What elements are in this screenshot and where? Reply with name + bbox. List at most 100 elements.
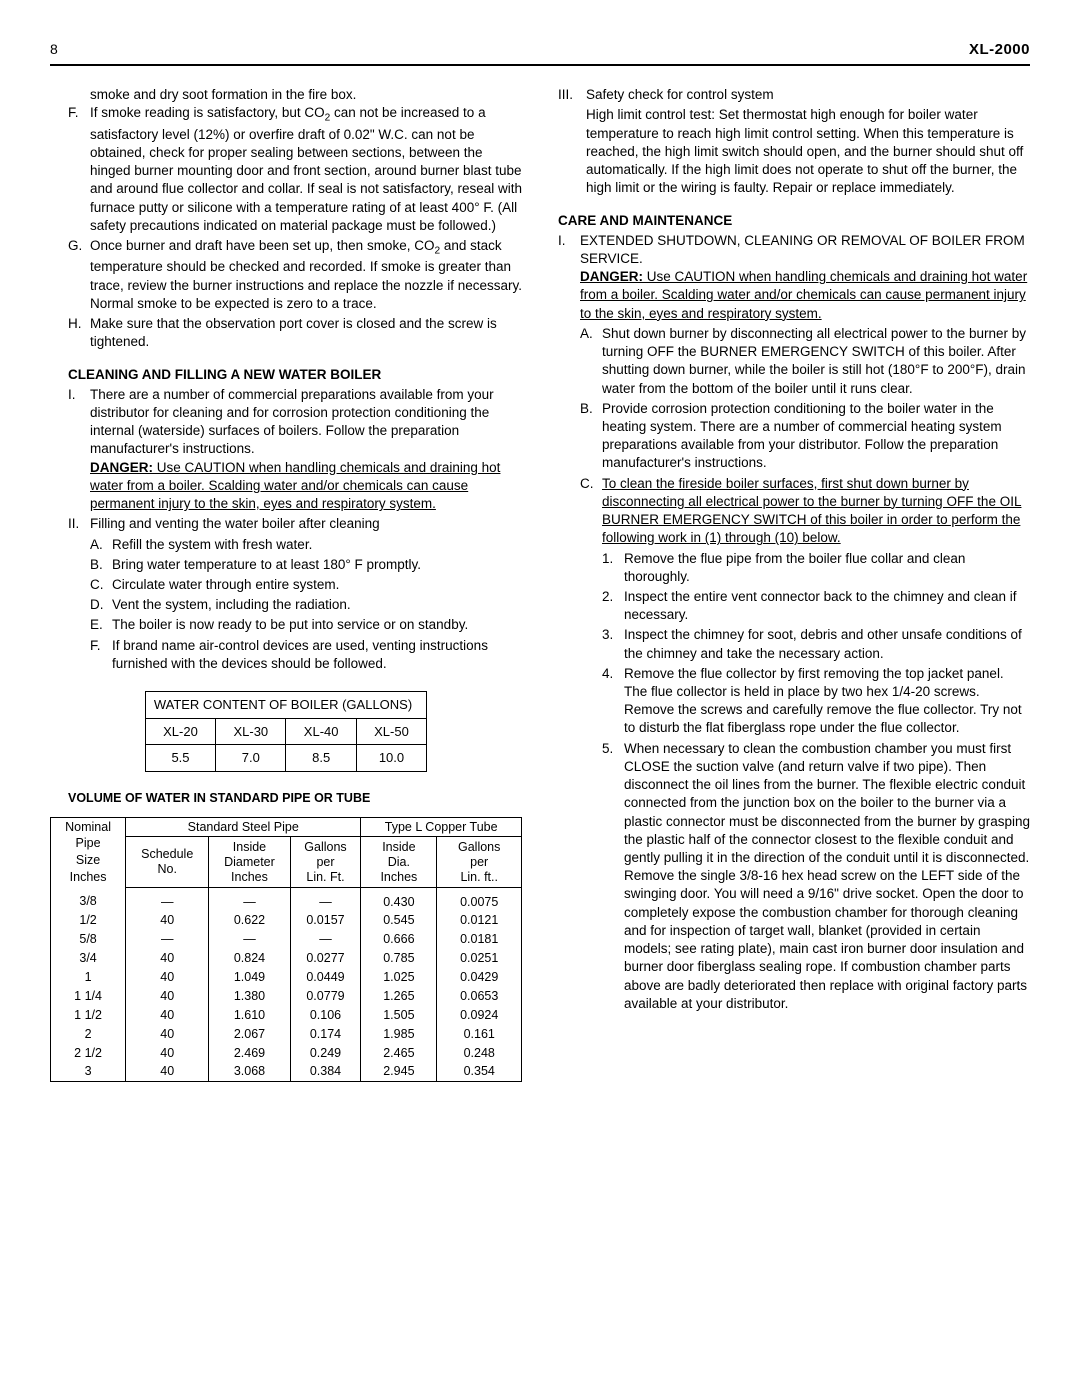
wc-h3: XL-50 — [356, 718, 426, 745]
wc-v0: 5.5 — [145, 745, 215, 772]
care-i: I. EXTENDED SHUTDOWN, CLEANING OR REMOVA… — [558, 232, 1030, 323]
vol-group-steel: Standard Steel Pipe — [126, 817, 361, 837]
danger-label-left: DANGER: — [90, 460, 153, 475]
wc-h2: XL-40 — [286, 718, 356, 745]
wc-v1: 7.0 — [216, 745, 286, 772]
vol-cell: 0.0121 — [437, 911, 522, 930]
text-ii-c: Circulate water through entire system. — [112, 576, 522, 594]
care-i-text: EXTENDED SHUTDOWN, CLEANING OR REMOVAL O… — [580, 232, 1030, 323]
danger-text-right: Use CAUTION when handling chemicals and … — [580, 269, 1027, 320]
vol-cell: 0.249 — [290, 1044, 361, 1063]
vol-cell: — — [290, 887, 361, 911]
care-c3: 3. Inspect the chimney for soot, debris … — [602, 626, 1030, 662]
left-column: smoke and dry soot formation in the fire… — [50, 86, 522, 1082]
item-e-continued: smoke and dry soot formation in the fire… — [90, 86, 522, 104]
text-ii-e: The boiler is now ready to be put into s… — [112, 616, 522, 634]
care-i-marker: I. — [558, 232, 580, 323]
item-ii-b: B. Bring water temperature to at least 1… — [90, 556, 522, 574]
vol-cell: 0.0429 — [437, 968, 522, 987]
vol-cell: — — [209, 887, 290, 911]
vol-cell: 0.666 — [361, 930, 437, 949]
marker-iii: III. — [558, 86, 586, 104]
care-b: B. Provide corrosion protection conditio… — [580, 400, 1030, 473]
vol-col-inside-copper: InsideDia.Inches — [361, 837, 437, 887]
marker-ii-c: C. — [90, 576, 112, 594]
volume-table: NominalPipeSizeInches Standard Steel Pip… — [50, 817, 522, 1083]
wc-title: WATER CONTENT OF BOILER (GALLONS) — [145, 692, 426, 719]
vol-cell: 0.545 — [361, 911, 437, 930]
text-ii-b: Bring water temperature to at least 180°… — [112, 556, 522, 574]
text-i: There are a number of commercial prepara… — [90, 386, 522, 514]
vol-row: 2402.0670.1741.9850.161 — [51, 1025, 522, 1044]
care-c5-text: When necessary to clean the combustion c… — [624, 740, 1030, 1013]
model-label: XL-2000 — [969, 40, 1030, 60]
vol-row: 1401.0490.04491.0250.0429 — [51, 968, 522, 987]
i-intro: There are a number of commercial prepara… — [90, 387, 494, 457]
care-c1-marker: 1. — [602, 550, 624, 586]
wc-v2: 8.5 — [286, 745, 356, 772]
marker-ii: II. — [68, 515, 90, 533]
care-a-text: Shut down burner by disconnecting all el… — [602, 325, 1030, 398]
vol-cell: 0.0075 — [437, 887, 522, 911]
marker-f: F. — [68, 104, 90, 235]
care-c1-text: Remove the flue pipe from the boiler flu… — [624, 550, 1030, 586]
vol-cell: 2 — [51, 1025, 126, 1044]
care-c2: 2. Inspect the entire vent connector bac… — [602, 588, 1030, 624]
vol-cell: 0.0251 — [437, 949, 522, 968]
vol-row: 5/8———0.6660.0181 — [51, 930, 522, 949]
marker-g: G. — [68, 237, 90, 313]
text-g: Once burner and draft have been set up, … — [90, 237, 522, 313]
care-heading: CARE AND MAINTENANCE — [558, 212, 1030, 230]
vol-cell: 2.465 — [361, 1044, 437, 1063]
vol-cell: 0.785 — [361, 949, 437, 968]
vol-cell: 0.174 — [290, 1025, 361, 1044]
water-content-table: WATER CONTENT OF BOILER (GALLONS) XL-20 … — [145, 691, 427, 772]
care-c4: 4. Remove the flue collector by first re… — [602, 665, 1030, 738]
vol-cell: 2.067 — [209, 1025, 290, 1044]
vol-cell: 1.610 — [209, 1006, 290, 1025]
vol-row: 2 1/2402.4690.2492.4650.248 — [51, 1044, 522, 1063]
care-a-marker: A. — [580, 325, 602, 398]
marker-h: H. — [68, 315, 90, 351]
vol-cell: 40 — [126, 1006, 209, 1025]
care-c-marker: C. — [580, 475, 602, 548]
vol-cell: 0.430 — [361, 887, 437, 911]
vol-cell: 40 — [126, 1025, 209, 1044]
care-a: A. Shut down burner by disconnecting all… — [580, 325, 1030, 398]
vol-group-copper: Type L Copper Tube — [361, 817, 522, 837]
text-ii-a: Refill the system with fresh water. — [112, 536, 522, 554]
vol-col-gal-copper: GallonsperLin. ft.. — [437, 837, 522, 887]
vol-cell: 1.380 — [209, 987, 290, 1006]
vol-cell: 0.0157 — [290, 911, 361, 930]
vol-cell: — — [126, 887, 209, 911]
item-g: G. Once burner and draft have been set u… — [68, 237, 522, 313]
vol-cell: 0.622 — [209, 911, 290, 930]
item-ii-e: E. The boiler is now ready to be put int… — [90, 616, 522, 634]
care-c5-marker: 5. — [602, 740, 624, 1013]
vol-cell: 0.354 — [437, 1062, 522, 1081]
vol-cell: — — [126, 930, 209, 949]
marker-ii-e: E. — [90, 616, 112, 634]
marker-ii-b: B. — [90, 556, 112, 574]
page-header: 8 XL-2000 — [50, 40, 1030, 66]
care-c4-marker: 4. — [602, 665, 624, 738]
vol-col-gal-steel: GallonsperLin. Ft. — [290, 837, 361, 887]
vol-cell: 0.384 — [290, 1062, 361, 1081]
care-c3-marker: 3. — [602, 626, 624, 662]
vol-cell: 0.0277 — [290, 949, 361, 968]
text-ii-f: If brand name air-control devices are us… — [112, 637, 522, 673]
vol-cell: 0.0779 — [290, 987, 361, 1006]
vol-cell: 40 — [126, 911, 209, 930]
volume-heading: VOLUME OF WATER IN STANDARD PIPE OR TUBE — [68, 790, 522, 807]
marker-i: I. — [68, 386, 90, 514]
danger-label-right: DANGER: — [580, 269, 643, 284]
item-f: F. If smoke reading is satisfactory, but… — [68, 104, 522, 235]
vol-cell: 3/4 — [51, 949, 126, 968]
text-ii: Filling and venting the water boiler aft… — [90, 515, 522, 533]
text-f: If smoke reading is satisfactory, but CO… — [90, 104, 522, 235]
care-b-text: Provide corrosion protection conditionin… — [602, 400, 1030, 473]
vol-cell: 0.0449 — [290, 968, 361, 987]
marker-ii-f: F. — [90, 637, 112, 673]
vol-col-nominal: NominalPipeSizeInches — [51, 817, 126, 887]
text-iii: Safety check for control system — [586, 86, 1030, 104]
